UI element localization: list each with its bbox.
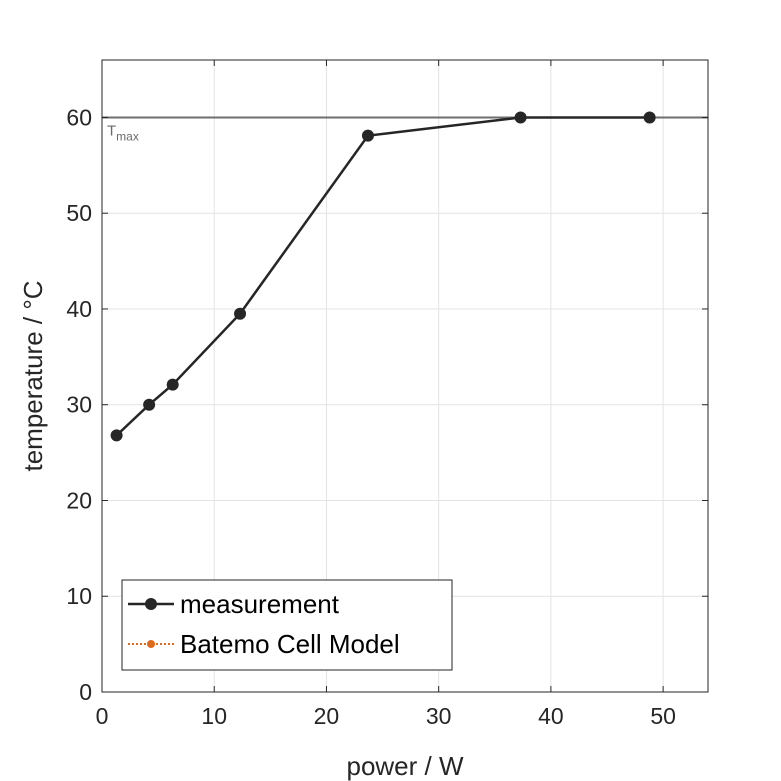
x-axis-label: power / W bbox=[346, 751, 463, 781]
y-tick-label: 0 bbox=[79, 679, 92, 705]
data-point bbox=[361, 129, 374, 142]
y-tick-label: 40 bbox=[66, 296, 92, 322]
series-layer bbox=[110, 111, 656, 442]
data-point bbox=[110, 429, 123, 442]
data-point bbox=[514, 111, 527, 124]
x-tick-label: 20 bbox=[314, 703, 340, 729]
y-tick-label: 50 bbox=[66, 200, 92, 226]
y-tick-label: 20 bbox=[66, 487, 92, 513]
plot-frame bbox=[101, 59, 709, 693]
ticks: 0 10 20 30 40 50 0 10 20 30 40 50 60 bbox=[66, 60, 708, 729]
tmax-label-main: T bbox=[107, 122, 116, 139]
legend-swatch-marker bbox=[145, 598, 157, 610]
legend: measurement Batemo Cell Model bbox=[121, 579, 453, 671]
data-point bbox=[166, 378, 179, 391]
y-tick-label: 10 bbox=[66, 583, 92, 609]
x-tick-label: 40 bbox=[538, 703, 564, 729]
legend-box bbox=[121, 579, 453, 671]
tmax-label-sub: max bbox=[116, 129, 139, 143]
y-axis-label: temperature / °C bbox=[18, 280, 48, 471]
y-tick-label: 30 bbox=[66, 392, 92, 418]
x-tick-label: 0 bbox=[96, 703, 109, 729]
x-tick-label: 30 bbox=[426, 703, 452, 729]
x-tick-label: 10 bbox=[201, 703, 227, 729]
legend-label: measurement bbox=[180, 589, 340, 619]
legend-swatch-marker bbox=[147, 640, 155, 648]
series-line-0 bbox=[115, 116, 650, 437]
data-point bbox=[234, 307, 247, 320]
data-point bbox=[143, 398, 156, 411]
x-tick-label: 50 bbox=[650, 703, 676, 729]
y-tick-label: 60 bbox=[66, 104, 92, 130]
tmax-label: Tmax bbox=[107, 122, 139, 143]
data-point bbox=[643, 111, 656, 124]
legend-label: Batemo Cell Model bbox=[180, 629, 400, 659]
